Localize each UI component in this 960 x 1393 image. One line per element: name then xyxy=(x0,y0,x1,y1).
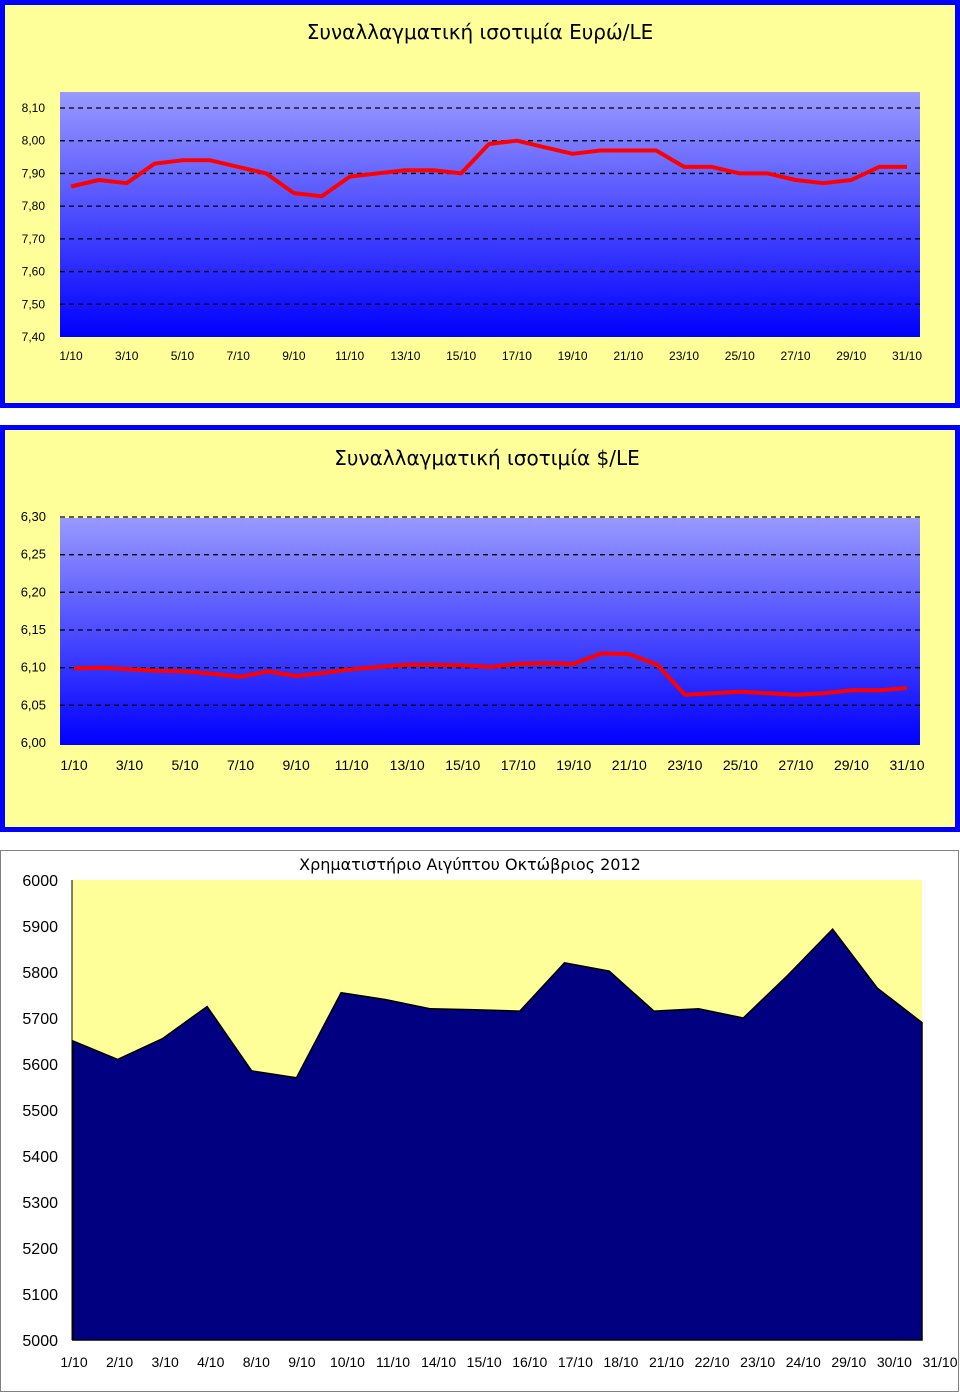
x-tick-label: 27/10 xyxy=(781,349,811,363)
y-tick-label: 5300 xyxy=(22,1195,58,1212)
x-tick-label: 4/10 xyxy=(197,1354,224,1370)
x-tick-label: 9/10 xyxy=(282,349,306,363)
x-tick-label: 13/10 xyxy=(390,757,425,773)
y-tick-label: 7,50 xyxy=(22,297,46,311)
x-tick-label: 11/10 xyxy=(376,1354,410,1370)
chart-usd-svg: Συναλλαγματική ισοτιμία $/LE 6,00 6,05 6,1… xyxy=(0,425,960,832)
x-tick-label: 5/10 xyxy=(171,349,195,363)
x-tick-label: 29/10 xyxy=(831,1354,866,1370)
x-tick-label: 19/10 xyxy=(558,349,588,363)
y-tick-label: 6,15 xyxy=(21,622,46,637)
x-tick-label: 25/10 xyxy=(725,349,755,363)
x-tick-label: 3/10 xyxy=(152,1354,179,1370)
x-tick-label: 22/10 xyxy=(695,1354,730,1370)
x-tick-label: 7/10 xyxy=(227,349,251,363)
y-tick-label: 6,20 xyxy=(21,584,46,599)
y-tick-label: 5200 xyxy=(22,1241,58,1258)
y-tick-label: 6,10 xyxy=(21,660,46,675)
y-tick-label: 6,30 xyxy=(21,509,46,524)
series-line-usd xyxy=(73,651,908,697)
x-tick-label: 3/10 xyxy=(115,349,139,363)
y-tick-label: 5900 xyxy=(22,919,58,936)
x-tick-label: 31/10 xyxy=(889,757,924,773)
x-tick-label: 11/10 xyxy=(335,349,364,363)
x-tick-label: 1/10 xyxy=(60,757,87,773)
y-tick-label: 5800 xyxy=(22,965,58,982)
x-tick-label: 17/10 xyxy=(558,1354,593,1370)
x-tick-label: 13/10 xyxy=(390,349,420,363)
x-tick-label: 15/10 xyxy=(445,757,480,773)
x-tick-label: 9/10 xyxy=(288,1354,315,1370)
x-tick-label: 18/10 xyxy=(603,1354,638,1370)
chart-panel-usd: Συναλλαγματική ισοτιμία $/LE 6,00 6,05 6,1… xyxy=(0,425,960,833)
x-tick-label: 30/10 xyxy=(877,1354,912,1370)
y-tick-label: 7,70 xyxy=(22,232,46,246)
y-tick-label: 6,25 xyxy=(21,547,46,562)
chart-eur-svg: Συναλλαγματική ισοτιμία Ευρώ/LE 7,40 7,50… xyxy=(0,0,960,408)
x-tick-label: 15/10 xyxy=(446,349,476,363)
x-tick-label: 25/10 xyxy=(723,757,758,773)
x-tick-label: 29/10 xyxy=(836,349,866,363)
x-tick-label: 5/10 xyxy=(171,757,198,773)
y-tick-label: 7,90 xyxy=(22,166,46,180)
x-tick-label: 19/10 xyxy=(556,757,591,773)
y-tick-label: 6,00 xyxy=(21,735,46,750)
x-tick-label: 11/10 xyxy=(335,757,369,773)
series-area-egx xyxy=(72,928,923,1341)
chart-title: Χρηματιστήριο Αιγύπτου Οκτώβριος 2012 xyxy=(299,855,641,874)
series-line-eur xyxy=(70,138,907,199)
x-tick-label: 14/10 xyxy=(421,1354,456,1370)
y-tick-label: 7,60 xyxy=(22,265,46,279)
x-tick-label: 7/10 xyxy=(227,757,254,773)
x-tick-label: 1/10 xyxy=(59,349,83,363)
y-tick-label: 5700 xyxy=(22,1011,58,1028)
x-tick-label: 3/10 xyxy=(116,757,143,773)
y-tick-label: 8,00 xyxy=(22,134,46,148)
x-tick-label: 27/10 xyxy=(778,757,813,773)
x-tick-label: 21/10 xyxy=(613,349,643,363)
chart-title: Συναλλαγματική ισοτιμία $/LE xyxy=(334,446,640,470)
x-tick-label: 23/10 xyxy=(667,757,702,773)
y-tick-label: 5100 xyxy=(22,1287,58,1304)
chart-egx-svg: Χρηματιστήριο Αιγύπτου Οκτώβριος 2012 50… xyxy=(0,850,959,1392)
x-tick-label: 9/10 xyxy=(283,757,310,773)
x-tick-label: 29/10 xyxy=(834,757,869,773)
x-tick-label: 2/10 xyxy=(106,1354,133,1370)
y-tick-label: 5500 xyxy=(22,1103,58,1120)
chart-panel-eur: Συναλλαγματική ισοτιμία Ευρώ/LE 7,40 7,50… xyxy=(0,0,960,409)
x-tick-label: 23/10 xyxy=(740,1354,775,1370)
chart-title: Συναλλαγματική ισοτιμία Ευρώ/LE xyxy=(307,20,653,44)
y-tick-label: 5600 xyxy=(22,1057,58,1074)
x-tick-label: 21/10 xyxy=(649,1354,684,1370)
x-tick-label: 24/10 xyxy=(786,1354,821,1370)
plot-area xyxy=(60,518,920,745)
x-tick-label: 17/10 xyxy=(501,757,536,773)
y-tick-label: 5400 xyxy=(22,1149,58,1166)
x-tick-label: 21/10 xyxy=(612,757,647,773)
plot-area xyxy=(60,92,920,337)
x-tick-label: 17/10 xyxy=(502,349,532,363)
y-tick-label: 8,10 xyxy=(22,101,46,115)
x-tick-label: 16/10 xyxy=(512,1354,547,1370)
x-tick-label: 1/10 xyxy=(60,1354,87,1370)
x-tick-label: 10/10 xyxy=(330,1354,365,1370)
y-tick-label: 7,80 xyxy=(22,199,46,213)
y-tick-label: 5000 xyxy=(22,1333,58,1350)
x-tick-label: 15/10 xyxy=(467,1354,502,1370)
chart-panel-egx: Χρηματιστήριο Αιγύπτου Οκτώβριος 2012 50… xyxy=(0,850,960,1393)
y-tick-label: 7,40 xyxy=(22,330,46,344)
y-tick-label: 6000 xyxy=(22,873,58,890)
x-tick-label: 31/10 xyxy=(922,1354,957,1370)
x-tick-label: 8/10 xyxy=(243,1354,270,1370)
x-tick-label: 31/10 xyxy=(892,349,922,363)
x-tick-label: 23/10 xyxy=(669,349,699,363)
y-tick-label: 6,05 xyxy=(21,697,46,712)
